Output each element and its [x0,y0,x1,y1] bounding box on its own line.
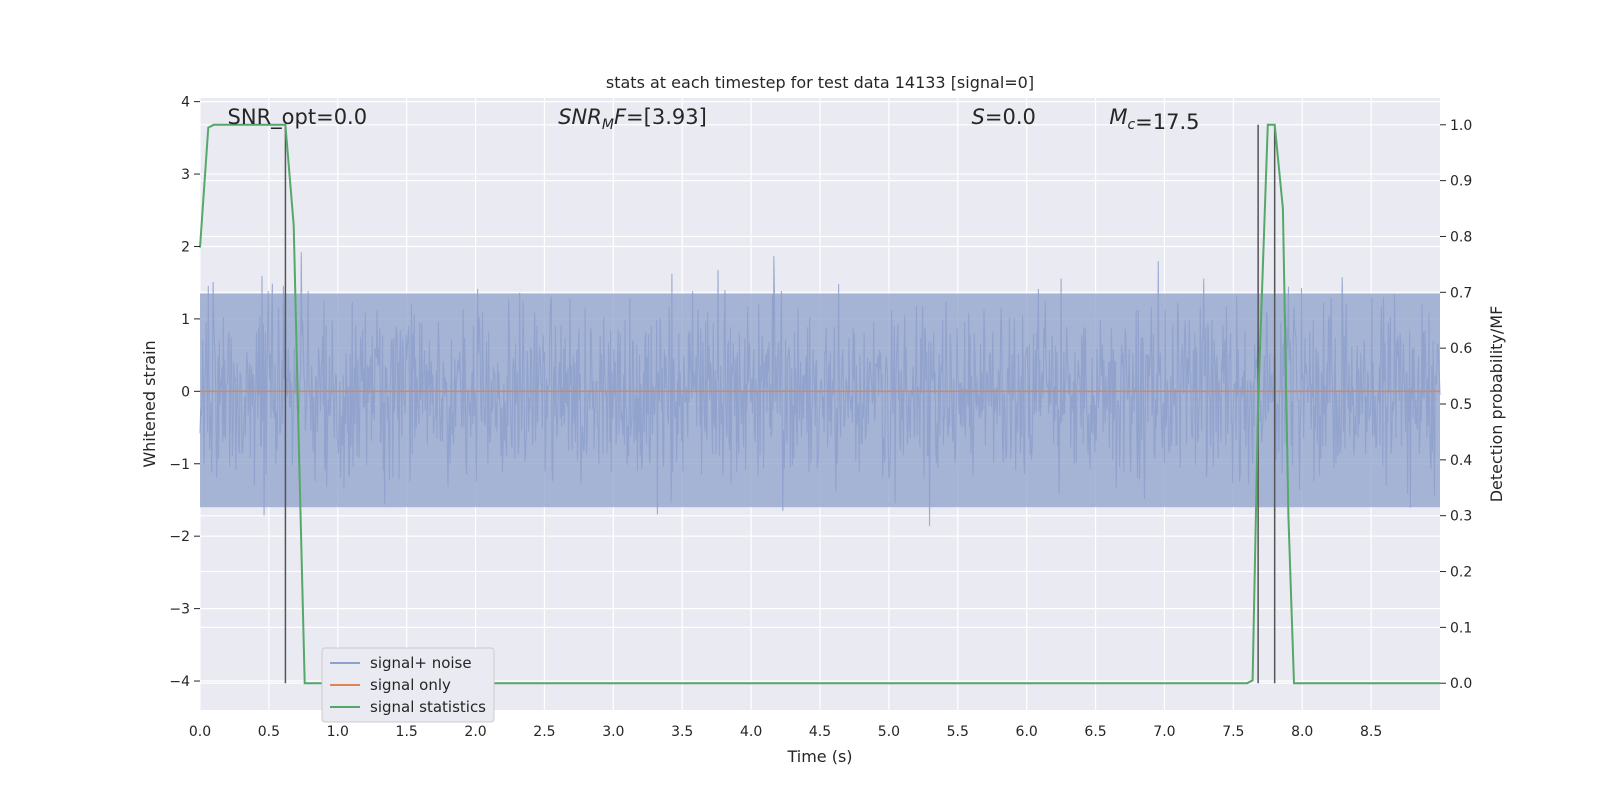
y2-tick-2: 0.8 [1450,229,1472,245]
x-axis-label: Time (s) [786,747,852,766]
x-tick-12: 6.0 [1016,724,1038,740]
series-signal-statistics [199,123,1440,685]
legend-label-stats: signal statistics [370,698,486,716]
x-tick-0: 0.0 [189,724,211,740]
x-tick-11: 5.5 [947,724,969,740]
y-tick-7: −3 [169,602,190,618]
x-tick-10: 5.0 [878,724,900,740]
legend-box [321,647,495,723]
y-tick-6: −2 [169,529,190,545]
y2-tick-8: 0.2 [1450,565,1472,581]
y-tick-5: −1 [169,457,190,473]
series-signal-noise [199,252,1441,527]
y2-tick-0: 1.0 [1450,118,1472,134]
legend: signal+ noise signal only signal statist… [321,647,495,723]
y-tick-4: 0 [181,384,190,400]
x-tick-1: 0.5 [258,724,280,740]
y-tick-0: 4 [181,95,190,111]
chart-title: stats at each timestep for test data 141… [606,73,1034,92]
y-axis-ticks: 4 3 2 1 0 −1 −2 −3 −4 [169,95,200,690]
y-tick-3: 1 [181,312,190,328]
y2-tick-7: 0.3 [1450,509,1472,525]
y2-tick-3: 0.7 [1450,285,1472,301]
y-tick-2: 2 [181,239,190,255]
y2-tick-10: 0.0 [1450,676,1472,692]
x-tick-9: 4.5 [809,724,831,740]
y2-axis-label: Detection probability/MF [1487,306,1506,503]
annotation-1: SNRMF=[3.93] [558,105,707,133]
annotation-0: SNR_opt=0.0 [228,105,368,130]
x-tick-13: 6.5 [1084,724,1106,740]
y2-tick-4: 0.6 [1450,341,1472,357]
x-tick-2: 1.0 [327,724,349,740]
x-tick-6: 3.0 [602,724,624,740]
x-tick-4: 2.0 [464,724,486,740]
annotation-3: Mc=17.5 [1109,105,1199,134]
annotation-2: S=0.0 [972,105,1036,129]
y-axis-label: Whitened strain [140,340,159,467]
x-tick-7: 3.5 [671,724,693,740]
x-tick-15: 7.5 [1222,724,1244,740]
legend-label-noise: signal+ noise [370,654,472,672]
noise-core [200,293,1440,508]
annotations: SNR_opt=0.0 SNRMF=[3.93] S=0.0 Mc=17.5 [228,105,1200,134]
legend-label-signal: signal only [370,676,451,694]
y2-tick-1: 0.9 [1450,174,1472,190]
x-tick-14: 7.0 [1153,724,1175,740]
y-tick-1: 3 [181,167,190,183]
y-tick-8: −4 [169,674,190,690]
y2-tick-5: 0.5 [1450,397,1472,413]
x-tick-16: 8.0 [1291,724,1313,740]
x-tick-17: 8.5 [1360,724,1382,740]
y2-axis-ticks: 1.0 0.9 0.8 0.7 0.6 0.5 0.4 0.3 0.2 0.1 0.0 [1440,118,1472,692]
y2-tick-6: 0.4 [1450,453,1472,469]
x-tick-3: 1.5 [396,724,418,740]
y2-tick-9: 0.1 [1450,620,1472,636]
x-axis-ticks: 0.0 0.5 1.0 1.5 2.0 2.5 3.0 3.5 4.0 4.5 5.0 5.5 6.0 6… [189,724,1382,740]
x-tick-5: 2.5 [533,724,555,740]
x-tick-8: 4.0 [740,724,762,740]
